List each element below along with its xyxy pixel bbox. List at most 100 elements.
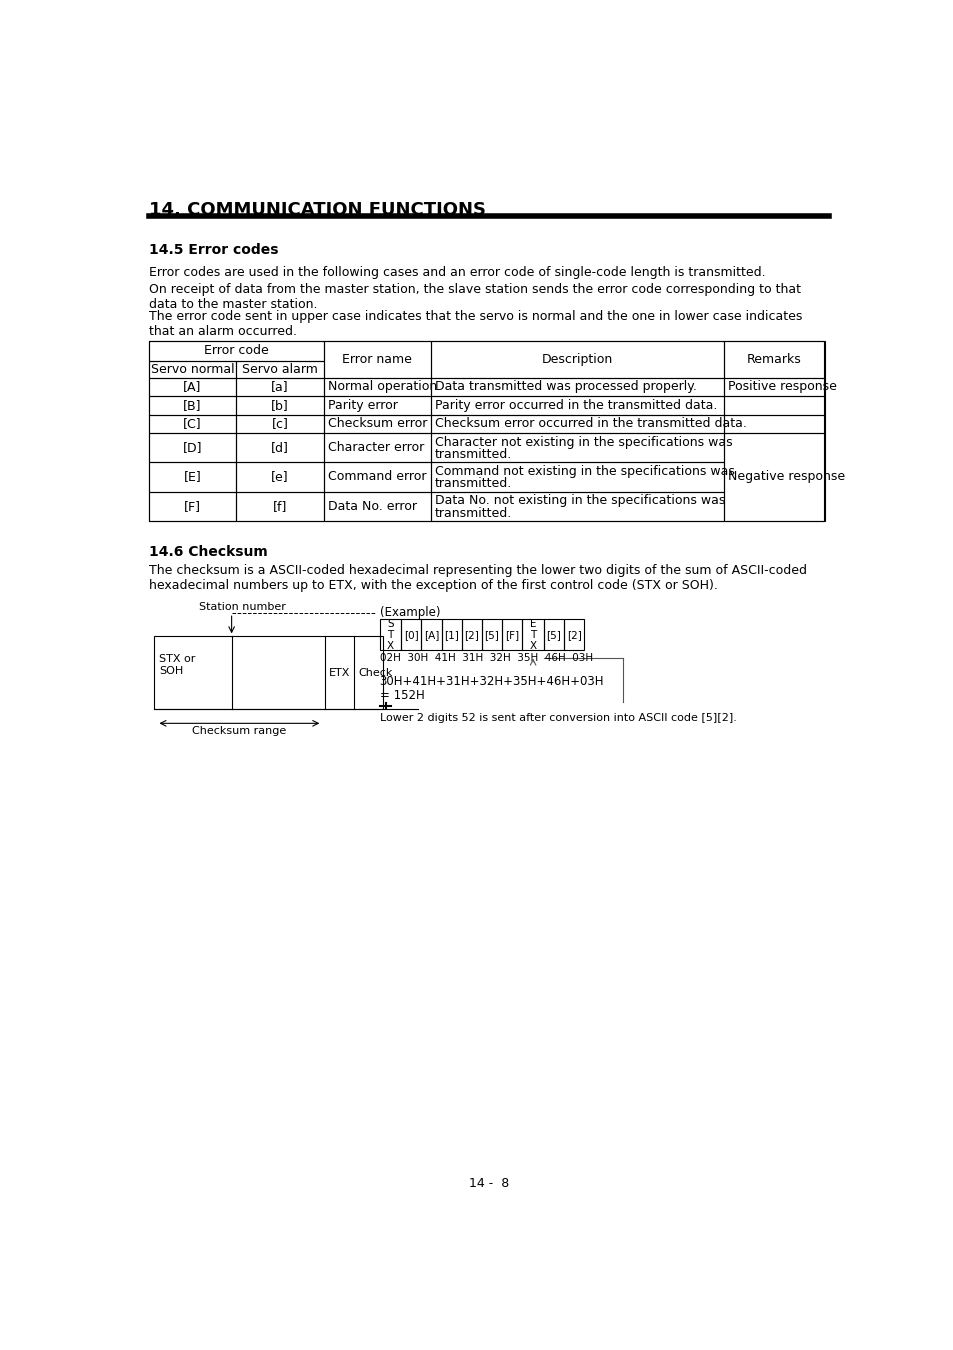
Bar: [481, 620, 501, 651]
Text: S
T
X: S T X: [387, 620, 394, 651]
Text: transmitted.: transmitted.: [435, 448, 512, 462]
Text: Negative response: Negative response: [727, 470, 843, 483]
Text: [2]: [2]: [566, 630, 581, 640]
Text: Remarks: Remarks: [746, 352, 801, 366]
Text: STX or
SOH: STX or SOH: [158, 655, 195, 676]
Bar: [563, 620, 583, 651]
Text: [b]: [b]: [271, 398, 289, 412]
Text: 02H  30H  41H  31H  32H  35H  46H  03H: 02H 30H 41H 31H 32H 35H 46H 03H: [379, 653, 592, 663]
Bar: [323, 433, 431, 462]
Bar: [421, 620, 441, 651]
Bar: [149, 360, 236, 378]
Bar: [236, 396, 323, 414]
Text: [1]: [1]: [444, 630, 458, 640]
Text: Data transmitted was processed properly.: Data transmitted was processed properly.: [435, 381, 696, 393]
Text: 14 -  8: 14 - 8: [468, 1177, 509, 1189]
Text: The error code sent in upper case indicates that the servo is normal and the one: The error code sent in upper case indica…: [149, 310, 801, 338]
Text: [C]: [C]: [183, 417, 202, 431]
Text: Data No. not existing in the specifications was: Data No. not existing in the specificati…: [435, 494, 724, 508]
Bar: [431, 491, 723, 521]
Text: Error name: Error name: [342, 352, 412, 366]
Text: Servo normal: Servo normal: [151, 363, 234, 375]
Bar: [149, 433, 236, 462]
Text: [A]: [A]: [183, 381, 201, 393]
Text: = 152H: = 152H: [379, 688, 424, 702]
Bar: [323, 414, 431, 433]
Text: The checksum is a ASCII-coded hexadecimal representing the lower two digits of t: The checksum is a ASCII-coded hexadecima…: [149, 564, 806, 591]
Text: [a]: [a]: [271, 381, 289, 393]
Text: Parity error occurred in the transmitted data.: Parity error occurred in the transmitted…: [435, 398, 717, 412]
Bar: [236, 491, 323, 521]
Text: Command not existing in the specifications was: Command not existing in the specificatio…: [435, 464, 734, 478]
Bar: [723, 340, 823, 378]
Bar: [236, 414, 323, 433]
Text: [0]: [0]: [404, 630, 418, 640]
Text: [c]: [c]: [272, 417, 288, 431]
Bar: [323, 491, 431, 521]
Bar: [149, 340, 823, 521]
Bar: [723, 396, 823, 414]
Text: ETX: ETX: [328, 668, 350, 678]
Bar: [236, 433, 323, 462]
Text: [2]: [2]: [464, 630, 478, 640]
Bar: [149, 462, 236, 491]
Bar: [723, 414, 823, 433]
Bar: [149, 414, 236, 433]
Bar: [236, 462, 323, 491]
Text: Lower 2 digits 52 is sent after conversion into ASCII code [5][2].: Lower 2 digits 52 is sent after conversi…: [379, 713, 736, 724]
Bar: [154, 636, 382, 710]
Bar: [149, 396, 236, 414]
Text: Checksum error: Checksum error: [328, 417, 428, 431]
Text: Description: Description: [541, 352, 612, 366]
Text: Check: Check: [357, 668, 392, 678]
Text: Error code: Error code: [204, 344, 269, 358]
Text: Checksum range: Checksum range: [193, 726, 286, 736]
Bar: [461, 620, 481, 651]
Bar: [521, 620, 543, 651]
Text: transmitted.: transmitted.: [435, 478, 512, 490]
Bar: [149, 491, 236, 521]
Text: [5]: [5]: [484, 630, 499, 640]
Bar: [236, 360, 323, 378]
Bar: [149, 378, 236, 396]
Text: [D]: [D]: [183, 441, 202, 454]
Text: Data No. error: Data No. error: [328, 500, 417, 513]
Text: Checksum error occurred in the transmitted data.: Checksum error occurred in the transmitt…: [435, 417, 746, 431]
Text: (Example): (Example): [379, 606, 439, 618]
Bar: [401, 620, 421, 651]
Text: 14. COMMUNICATION FUNCTIONS: 14. COMMUNICATION FUNCTIONS: [149, 201, 485, 219]
Bar: [323, 396, 431, 414]
Bar: [441, 620, 461, 651]
Bar: [431, 396, 723, 414]
Bar: [431, 378, 723, 396]
Bar: [431, 340, 723, 378]
Text: Parity error: Parity error: [328, 398, 398, 412]
Bar: [431, 414, 723, 433]
Bar: [723, 378, 823, 396]
Bar: [379, 620, 401, 651]
Bar: [543, 620, 563, 651]
Text: [F]: [F]: [184, 500, 201, 513]
Bar: [501, 620, 521, 651]
Bar: [431, 433, 723, 462]
Text: [E]: [E]: [183, 470, 201, 483]
Bar: [236, 378, 323, 396]
Text: Character not existing in the specifications was: Character not existing in the specificat…: [435, 436, 732, 448]
Text: Station number: Station number: [199, 602, 286, 613]
Bar: [323, 378, 431, 396]
Text: [e]: [e]: [271, 470, 289, 483]
Text: Command error: Command error: [328, 470, 427, 483]
Text: 14.5 Error codes: 14.5 Error codes: [149, 243, 278, 256]
Text: Positive response: Positive response: [727, 381, 836, 393]
Bar: [431, 462, 723, 491]
Text: [f]: [f]: [273, 500, 287, 513]
Text: E
T
X: E T X: [529, 620, 537, 651]
Text: [A]: [A]: [423, 630, 438, 640]
Text: 14.6 Checksum: 14.6 Checksum: [149, 545, 267, 559]
Text: Normal operation: Normal operation: [328, 381, 437, 393]
Text: [d]: [d]: [271, 441, 289, 454]
Text: transmitted.: transmitted.: [435, 506, 512, 520]
Bar: [723, 433, 823, 521]
Text: Servo alarm: Servo alarm: [242, 363, 317, 375]
Bar: [323, 340, 431, 378]
